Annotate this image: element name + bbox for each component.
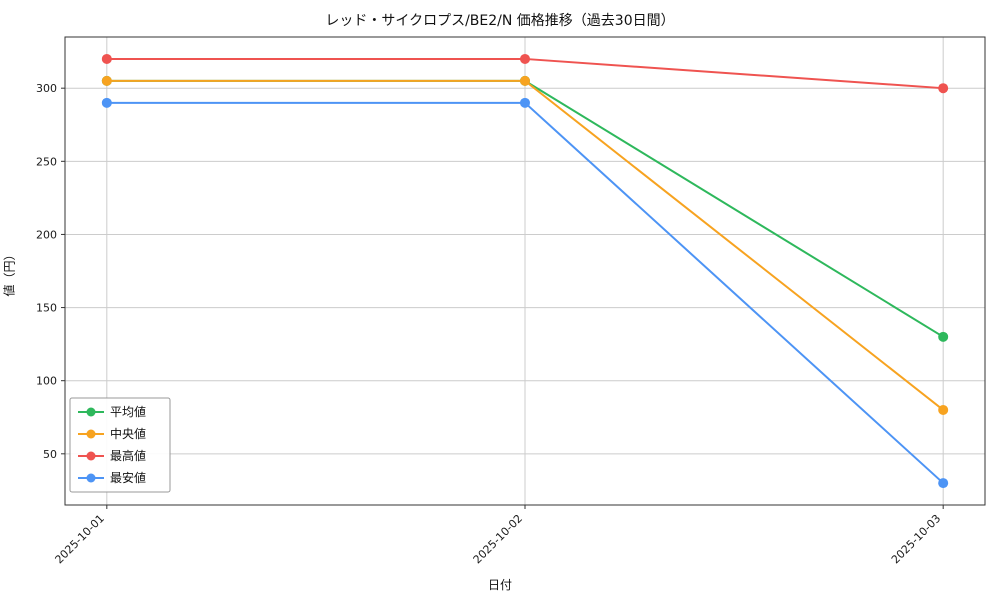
y-tick-label: 300 <box>36 82 57 95</box>
x-tick-label: 2025-10-01 <box>53 512 107 566</box>
legend-marker <box>86 407 96 417</box>
data-point-最安値 <box>520 97 530 108</box>
x-tick-label: 2025-10-03 <box>889 512 943 566</box>
legend-box <box>69 397 171 493</box>
y-tick-label: 100 <box>36 375 57 388</box>
x-axis-label: 日付 <box>487 578 512 592</box>
legend-marker <box>86 451 96 461</box>
data-point-最高値 <box>938 83 949 94</box>
y-tick-label: 50 <box>43 448 57 461</box>
legend-marker <box>86 473 96 483</box>
y-tick-label: 250 <box>36 155 57 168</box>
data-point-中央値 <box>520 75 530 86</box>
y-tick-label: 200 <box>36 228 57 241</box>
legend-label-中央値: 中央値 <box>110 426 146 441</box>
data-point-中央値 <box>101 75 112 86</box>
legend-label-最安値: 最安値 <box>110 470 146 485</box>
data-point-中央値 <box>938 404 949 415</box>
x-tick-label: 2025-10-02 <box>471 512 525 566</box>
data-point-最高値 <box>101 53 112 64</box>
data-point-最安値 <box>101 97 112 108</box>
data-point-最高値 <box>520 53 530 64</box>
y-tick-label: 150 <box>36 302 57 315</box>
data-point-平均値 <box>938 331 949 342</box>
legend-marker <box>86 429 96 439</box>
data-point-最安値 <box>938 478 949 489</box>
legend-label-平均値: 平均値 <box>110 404 146 419</box>
chart-title: レッド・サイクロプス/BE2/N 価格推移（過去30日間） <box>325 13 675 29</box>
legend-label-最高値: 最高値 <box>110 448 146 463</box>
y-axis-label: 値（円） <box>2 248 17 297</box>
